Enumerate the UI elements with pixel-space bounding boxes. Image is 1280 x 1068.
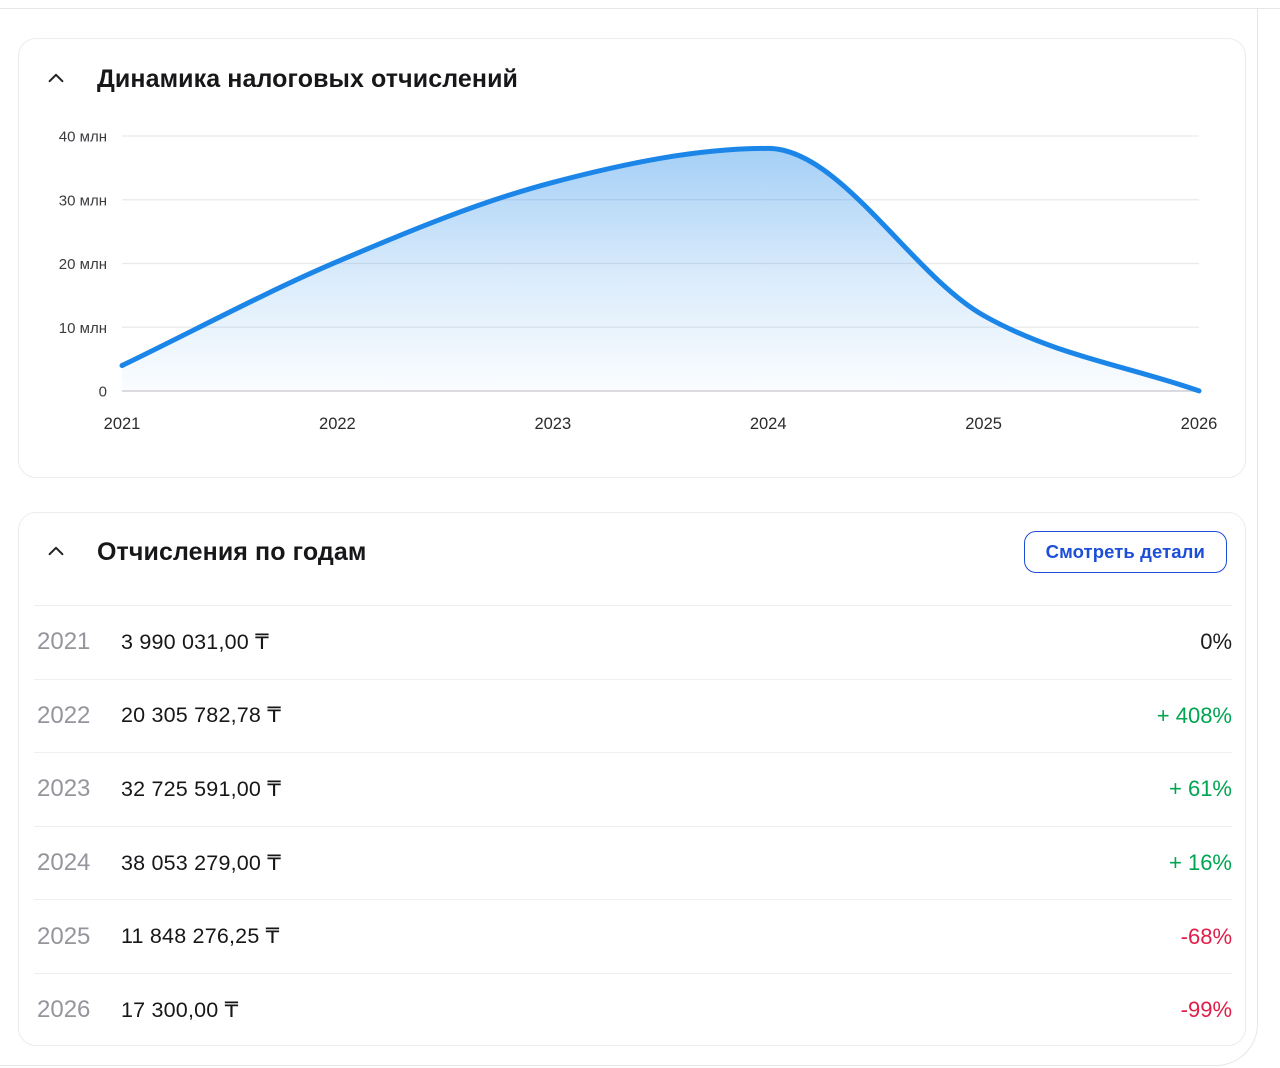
x-tick-label: 2022: [319, 415, 356, 433]
row-change: 0%: [1200, 629, 1232, 655]
chart-line: [119, 145, 1202, 394]
table-row: 2025 11 848 276,25 ₸ -68%: [34, 899, 1232, 973]
row-amount: 38 053 279,00 ₸: [121, 850, 282, 875]
tax-dynamics-card: Динамика налоговых отчислений 40 млн 30 м…: [18, 38, 1246, 478]
y-tick-label: 40 млн: [59, 129, 107, 146]
row-amount: 3 990 031,00 ₸: [121, 629, 269, 654]
year-rows: 2021 3 990 031,00 ₸ 0% 2022 20 305 782,78 ₸ +…: [34, 605, 1232, 1047]
chart-card-title: Динамика налоговых отчислений: [97, 65, 519, 93]
chevron-up-icon: [45, 67, 67, 92]
row-change: -68%: [1180, 923, 1232, 949]
y-tick-label: 30 млн: [59, 192, 107, 209]
table-row: 2023 32 725 591,00 ₸ + 61%: [34, 752, 1232, 826]
chart-area-fill: [122, 148, 1199, 391]
row-amount: 17 300,00 ₸: [121, 997, 239, 1022]
row-year: 2024: [37, 849, 91, 877]
x-tick-label: 2024: [750, 415, 787, 433]
table-row: 2026 17 300,00 ₸ -99%: [34, 972, 1232, 1047]
row-year: 2026: [37, 996, 91, 1024]
yearly-contributions-header: Отчисления по годам Смотреть детали: [19, 513, 1245, 573]
table-row: 2021 3 990 031,00 ₸ 0%: [34, 605, 1232, 679]
row-year: 2022: [37, 701, 91, 729]
tax-dynamics-area-chart: 40 млн 30 млн 20 млн 10 млн 0 2021 2022 2023 202…: [59, 129, 1218, 434]
yearly-contributions-card: Отчисления по годам Смотреть детали 2021…: [18, 512, 1246, 1046]
table-row: 2022 20 305 782,78 ₸ + 408%: [34, 678, 1232, 753]
row-change: + 408%: [1156, 702, 1232, 728]
row-amount: 32 725 591,00 ₸: [121, 776, 282, 801]
table-row: 2024 38 053 279,00 ₸ + 16%: [34, 825, 1232, 900]
y-tick-label: 20 млн: [59, 256, 107, 273]
x-tick-label: 2025: [965, 415, 1002, 433]
y-tick-label: 0: [99, 384, 107, 401]
panel-right-border: [0, 8, 1258, 1066]
view-details-button[interactable]: Смотреть детали: [1023, 531, 1227, 573]
panel-top-border: [0, 8, 1280, 9]
collapse-table-button[interactable]: [43, 539, 69, 565]
chevron-up-icon: [45, 540, 67, 565]
x-tick-label: 2023: [534, 415, 571, 433]
table-card-title: Отчисления по годам: [97, 537, 367, 566]
row-change: + 61%: [1169, 776, 1232, 802]
row-amount: 11 848 276,25 ₸: [121, 924, 280, 949]
row-change: + 16%: [1169, 850, 1232, 876]
collapse-chart-button[interactable]: [43, 67, 69, 93]
row-year: 2025: [37, 922, 91, 950]
row-amount: 20 305 782,78 ₸: [121, 703, 282, 728]
x-tick-label: 2026: [1181, 415, 1218, 433]
row-year: 2021: [37, 628, 91, 656]
y-tick-label: 10 млн: [59, 320, 107, 337]
header-left-group: Отчисления по годам: [43, 538, 366, 567]
row-change: -99%: [1180, 997, 1232, 1023]
x-tick-label: 2021: [104, 415, 141, 433]
tax-dynamics-header: Динамика налоговых отчислений: [19, 39, 1245, 94]
row-year: 2023: [37, 775, 91, 803]
